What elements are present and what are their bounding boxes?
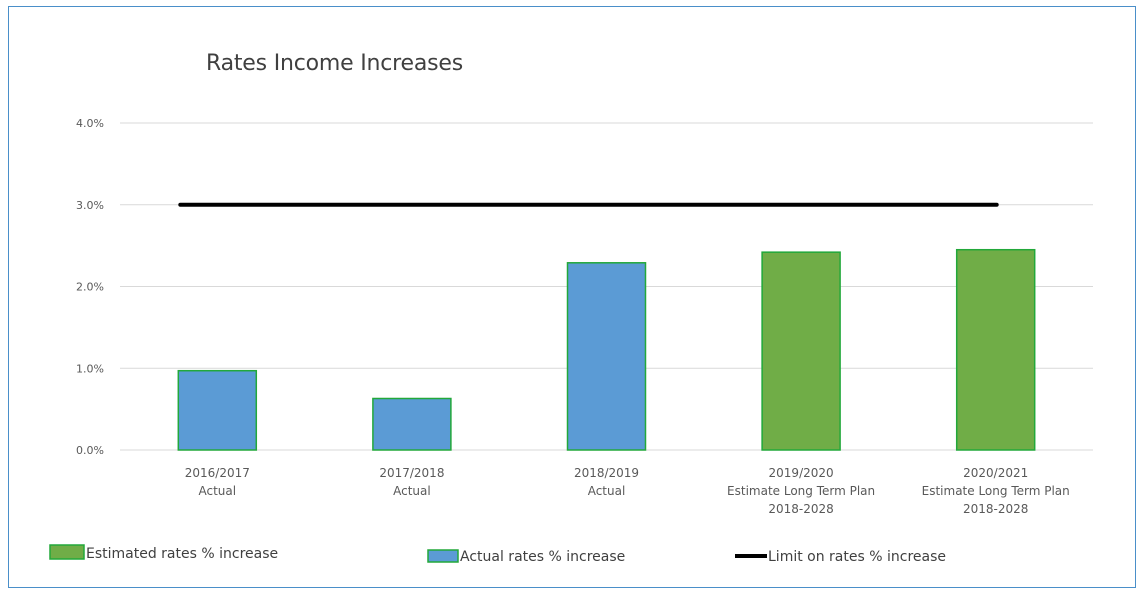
y-tick-label: 4.0% — [76, 117, 104, 130]
x-category-label: Estimate Long Term Plan — [727, 484, 875, 498]
x-category-label: 2016/2017 — [185, 466, 250, 480]
chart-frame — [8, 6, 1136, 588]
legend-swatch — [49, 544, 85, 560]
bar — [955, 248, 1036, 451]
y-tick-label: 0.0% — [76, 444, 104, 457]
y-tick-label: 2.0% — [76, 281, 104, 294]
x-category-label: 2020/2021 — [963, 466, 1028, 480]
x-category-label: Actual — [393, 484, 431, 498]
legend-label: Limit on rates % increase — [768, 549, 946, 565]
bar — [372, 397, 452, 451]
x-category-label: Actual — [199, 484, 237, 498]
legend-label: Estimated rates % increase — [86, 546, 278, 562]
x-category-label: 2017/2018 — [379, 466, 444, 480]
x-category-label: 2018-2028 — [768, 502, 833, 516]
bar — [177, 369, 258, 451]
y-tick-label: 1.0% — [76, 362, 104, 375]
y-tick-label: 3.0% — [76, 199, 104, 212]
x-category-label: 2019/2020 — [769, 466, 834, 480]
x-category-label: 2018/2019 — [574, 466, 639, 480]
x-category-label: Actual — [588, 484, 626, 498]
chart-title: Rates Income Increases — [206, 51, 464, 76]
bar — [761, 251, 841, 451]
x-category-label: 2018-2028 — [963, 502, 1028, 516]
legend-swatch — [427, 549, 459, 563]
bar — [566, 262, 647, 451]
legend-label: Actual rates % increase — [460, 549, 625, 565]
x-category-label: Estimate Long Term Plan — [922, 484, 1070, 498]
